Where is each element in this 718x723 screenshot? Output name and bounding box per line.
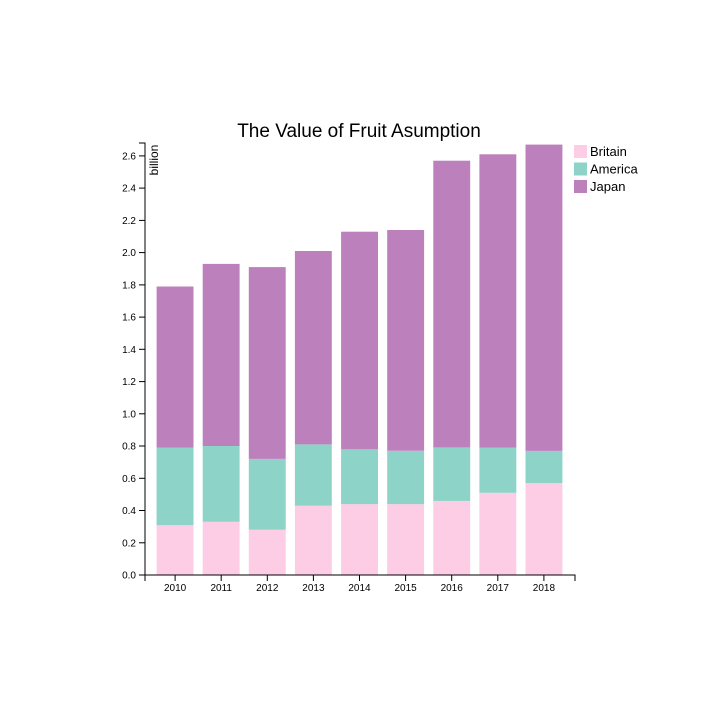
bar-america-2013 bbox=[294, 444, 332, 506]
x-tick-label: 2013 bbox=[302, 583, 325, 594]
x-tick-label: 2017 bbox=[487, 583, 510, 594]
bar-japan-2018 bbox=[525, 144, 563, 451]
x-tick-label: 2014 bbox=[348, 583, 371, 594]
chart-title: The Value of Fruit Asumption bbox=[237, 121, 481, 142]
y-tick-label: 2.0 bbox=[122, 248, 136, 259]
legend-label-britain: Britain bbox=[590, 144, 627, 159]
bar-britain-2012 bbox=[248, 529, 286, 575]
legend-label-japan: Japan bbox=[590, 179, 625, 194]
y-tick-label: 0.2 bbox=[122, 538, 136, 549]
y-tick-label: 0.6 bbox=[122, 474, 136, 485]
bar-japan-2012 bbox=[248, 267, 286, 459]
bar-britain-2017 bbox=[479, 492, 517, 575]
bar-britain-2014 bbox=[341, 504, 378, 575]
x-tick-label: 2011 bbox=[210, 583, 232, 594]
x-tick-label: 2016 bbox=[441, 583, 464, 594]
y-tick-label: 0.0 bbox=[122, 571, 136, 582]
y-tick-label: 0.8 bbox=[122, 442, 136, 453]
bars-layer bbox=[156, 144, 563, 575]
bar-america-2012 bbox=[248, 458, 286, 530]
y-tick-label: 1.2 bbox=[122, 377, 136, 388]
bar-japan-2010 bbox=[156, 286, 194, 448]
x-tick-label: 2012 bbox=[256, 583, 279, 594]
bar-america-2010 bbox=[156, 447, 194, 526]
bar-britain-2011 bbox=[202, 521, 240, 575]
bar-japan-2011 bbox=[202, 263, 240, 446]
bar-america-2016 bbox=[433, 447, 471, 501]
y-tick-label: 1.6 bbox=[122, 313, 136, 324]
legend-label-america: America bbox=[590, 162, 638, 177]
legend-swatch-britain bbox=[574, 145, 587, 158]
legend-swatch-america bbox=[574, 162, 587, 176]
bar-britain-2013 bbox=[294, 505, 332, 575]
legend: Britain America Japan bbox=[574, 144, 638, 194]
bar-america-2014 bbox=[341, 449, 378, 505]
y-tick-label: 1.0 bbox=[122, 409, 136, 420]
x-tick-label: 2018 bbox=[533, 583, 556, 594]
bar-britain-2010 bbox=[156, 525, 194, 575]
bar-britain-2016 bbox=[433, 500, 471, 575]
bar-america-2018 bbox=[525, 450, 563, 484]
y-tick-label: 0.4 bbox=[122, 506, 136, 517]
y-tick-label: 2.4 bbox=[122, 184, 136, 195]
y-tick-label: 1.8 bbox=[122, 280, 136, 291]
bar-japan-2013 bbox=[294, 251, 332, 445]
bar-america-2011 bbox=[202, 446, 240, 522]
bar-britain-2015 bbox=[387, 504, 425, 575]
y-tick-label: 1.4 bbox=[122, 345, 136, 356]
y-tick-label: 2.2 bbox=[122, 216, 136, 227]
x-tick-label: 2015 bbox=[394, 583, 417, 594]
bar-japan-2017 bbox=[479, 154, 517, 448]
x-axis: 2010 2011 2012 2013 2014 2015 2016 2017 2018 bbox=[144, 574, 576, 594]
x-tick-label: 2010 bbox=[164, 583, 187, 594]
y-tick-label: 2.6 bbox=[122, 151, 136, 162]
legend-swatch-japan bbox=[574, 180, 587, 193]
bar-britain-2018 bbox=[525, 483, 563, 575]
y-axis-label: billion bbox=[147, 145, 161, 176]
bar-japan-2015 bbox=[387, 230, 425, 451]
bar-america-2017 bbox=[479, 447, 517, 493]
bar-japan-2014 bbox=[341, 231, 378, 450]
bar-japan-2016 bbox=[433, 160, 471, 448]
bar-america-2015 bbox=[387, 450, 425, 505]
y-axis: 0.0 0.2 0.4 0.6 0.8 1.0 1.2 1.4 1.6 1.8 2.0 2.2 2.4 2… bbox=[122, 142, 146, 582]
